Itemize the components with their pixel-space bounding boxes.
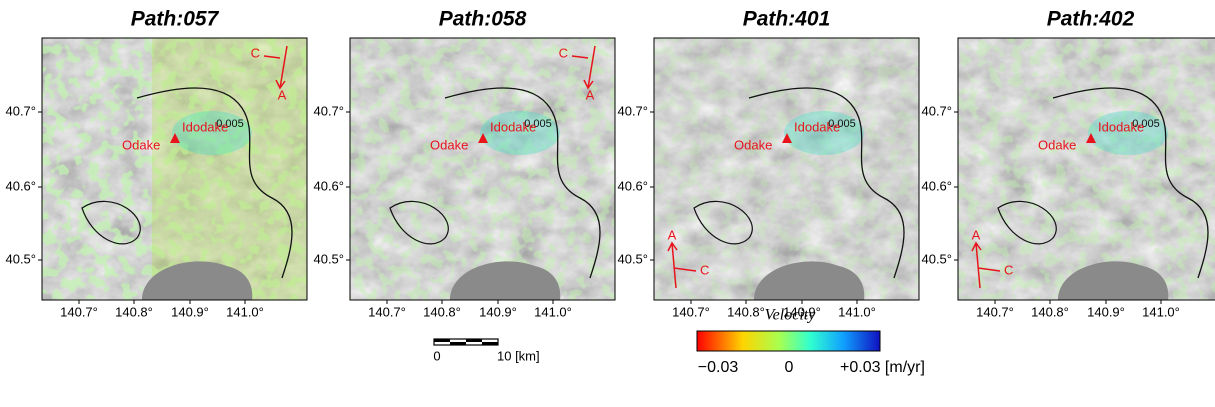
- map-panel: 0.005IdodakeOdakeACPath:40240.7°40.6°40.…: [921, 8, 1215, 320]
- colorbar-label: 0: [785, 359, 794, 376]
- velocity-overlay: [654, 38, 919, 300]
- lat-tick-label: 40.6°: [5, 178, 36, 193]
- lon-tick-label: 141.0°: [838, 304, 876, 319]
- lat-tick-label: 40.6°: [921, 178, 952, 193]
- lat-tick-label: 40.7°: [5, 103, 36, 118]
- scale-label: 0: [433, 348, 440, 363]
- lon-tick-label: 140.8°: [1031, 304, 1069, 319]
- lat-tick-label: 40.5°: [617, 251, 648, 266]
- lat-tick-label: 40.7°: [313, 103, 344, 118]
- lon-tick-label: 140.8°: [423, 304, 461, 319]
- lat-tick-label: 40.6°: [617, 178, 648, 193]
- colorbar-scale: [697, 331, 880, 351]
- lon-tick-label: 140.9°: [171, 304, 209, 319]
- lon-tick-label: 141.0°: [1142, 304, 1180, 319]
- lon-tick-label: 140.7°: [976, 304, 1014, 319]
- direction-label: A: [586, 87, 595, 102]
- lon-tick-label: 140.9°: [1087, 304, 1125, 319]
- panel-title: Path:058: [439, 8, 527, 31]
- lon-tick-label: 140.7°: [368, 304, 406, 319]
- colorbar-label: +0.03 [m/yr]: [840, 359, 925, 376]
- lon-tick-label: 140.8°: [727, 304, 765, 319]
- direction-label: C: [251, 45, 260, 60]
- place-label: Odake: [1038, 137, 1076, 152]
- lon-tick-label: 140.8°: [115, 304, 153, 319]
- map-panel: 0.005IdodakeOdakeCAPath:05740.7°40.6°40.…: [5, 8, 307, 320]
- place-label: Idodake: [794, 119, 840, 134]
- direction-label: A: [668, 227, 677, 242]
- lon-tick-label: 141.0°: [534, 304, 572, 319]
- lat-tick-label: 40.7°: [617, 103, 648, 118]
- panel-title: Path:401: [743, 8, 831, 31]
- lon-tick-label: 140.7°: [60, 304, 98, 319]
- panel-title: Path:402: [1047, 8, 1135, 31]
- colorbar-title: Velocity: [765, 307, 817, 324]
- lat-tick-label: 40.6°: [313, 178, 344, 193]
- velocity-overlay: [958, 38, 1215, 300]
- direction-label: C: [700, 262, 709, 277]
- lat-tick-label: 40.5°: [313, 251, 344, 266]
- lat-tick-label: 40.5°: [921, 251, 952, 266]
- scale-bar: 0 10 [km]: [433, 339, 539, 363]
- panel-title: Path:057: [131, 8, 220, 31]
- direction-label: A: [278, 87, 287, 102]
- place-label: Idodake: [490, 119, 536, 134]
- figure: 0.005IdodakeOdakeCAPath:05740.7°40.6°40.…: [0, 0, 1215, 407]
- lat-tick-label: 40.5°: [5, 251, 36, 266]
- coverage: [152, 38, 307, 300]
- place-label: Odake: [122, 137, 160, 152]
- map-panel: 0.005IdodakeOdakeCAPath:05840.7°40.6°40.…: [313, 8, 615, 320]
- lat-tick-label: 40.7°: [921, 103, 952, 118]
- panels: 0.005IdodakeOdakeCAPath:05740.7°40.6°40.…: [5, 8, 1215, 320]
- place-label: Odake: [430, 137, 468, 152]
- direction-label: C: [1004, 262, 1013, 277]
- velocity-overlay: [350, 38, 615, 300]
- lon-tick-label: 140.7°: [672, 304, 710, 319]
- place-label: Odake: [734, 137, 772, 152]
- direction-label: A: [972, 227, 981, 242]
- place-label: Idodake: [1098, 119, 1144, 134]
- map-panel: 0.005IdodakeOdakeACPath:40140.7°40.6°40.…: [617, 8, 919, 320]
- colorbar-label: −0.03: [698, 359, 739, 376]
- scale-label: 10 [km]: [497, 348, 540, 363]
- direction-label: C: [559, 45, 568, 60]
- place-label: Idodake: [182, 119, 228, 134]
- lon-tick-label: 141.0°: [226, 304, 264, 319]
- lon-tick-label: 140.9°: [479, 304, 517, 319]
